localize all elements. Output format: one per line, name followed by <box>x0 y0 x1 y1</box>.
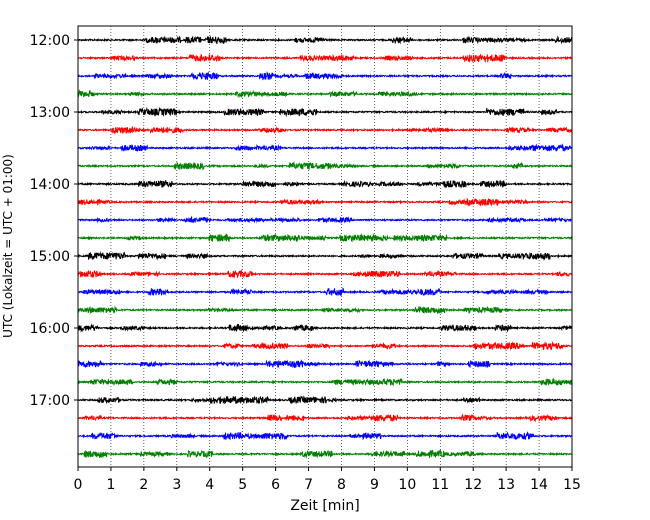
seismic-trace <box>77 179 573 189</box>
seismic-trace <box>77 341 573 351</box>
x-tick-label: 1 <box>106 477 115 493</box>
seismic-trace <box>77 287 573 297</box>
x-tick-label: 12 <box>464 477 482 493</box>
x-tick-label: 5 <box>238 477 247 493</box>
seismic-trace <box>77 143 573 152</box>
x-tick-label: 10 <box>398 477 416 493</box>
seismic-trace <box>77 431 573 441</box>
seismic-trace <box>77 35 573 45</box>
seismic-trace <box>77 395 573 405</box>
y-tick-label: 14:00 <box>30 177 70 193</box>
y-axis-label: UTC (Lokalzeit = UTC + 01:00) <box>1 154 15 338</box>
x-axis-label: Zeit [min] <box>290 498 359 514</box>
x-tick-label: 0 <box>74 477 83 493</box>
seismic-trace <box>77 377 573 387</box>
x-axis: 0 1 2 3 4 5 6 7 8 9 10 11 12 13 14 15 <box>74 467 581 493</box>
seismic-trace <box>77 323 573 333</box>
seismic-trace <box>77 125 573 135</box>
seismic-trace <box>77 268 573 279</box>
trace-group <box>77 35 573 459</box>
x-tick-label: 4 <box>205 477 214 493</box>
y-tick-label: 15:00 <box>30 249 70 265</box>
seismic-trace <box>77 106 573 118</box>
x-tick-label: 11 <box>431 477 449 493</box>
y-axis: 12:00 13:00 14:00 15:00 16:00 17:00 <box>30 33 78 409</box>
x-tick-label: 7 <box>304 477 313 493</box>
plot-frame <box>77 25 573 468</box>
y-tick-label: 13:00 <box>30 105 70 121</box>
x-tick-label: 13 <box>497 477 515 493</box>
x-tick-label: 15 <box>563 477 581 493</box>
x-tick-label: 6 <box>271 477 280 493</box>
seismic-trace <box>77 359 573 369</box>
y-tick-label: 16:00 <box>30 321 70 337</box>
seismic-trace <box>77 305 573 314</box>
seismic-trace <box>77 250 573 262</box>
seismic-trace <box>77 413 573 423</box>
seismic-trace <box>77 215 573 225</box>
seismic-trace <box>77 89 573 99</box>
x-tick-label: 8 <box>337 477 346 493</box>
seismic-trace <box>77 232 573 243</box>
y-tick-label: 17:00 <box>30 393 70 409</box>
seismic-trace <box>77 161 573 171</box>
x-tick-label: 3 <box>172 477 181 493</box>
seismic-trace <box>77 449 573 459</box>
y-tick-label: 12:00 <box>30 33 70 49</box>
seismic-trace <box>77 197 573 207</box>
x-tick-label: 2 <box>139 477 148 493</box>
seismic-trace <box>77 70 573 81</box>
x-tick-label: 14 <box>530 477 548 493</box>
seismic-trace <box>77 53 573 63</box>
x-tick-label: 9 <box>370 477 379 493</box>
